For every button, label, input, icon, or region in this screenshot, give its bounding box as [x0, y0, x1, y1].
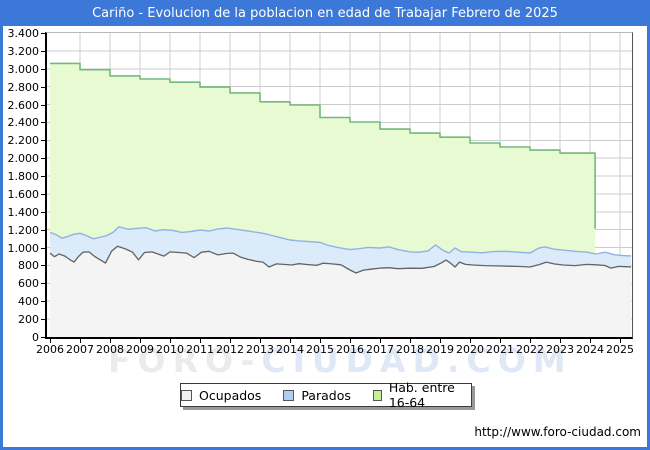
- y-axis-tick-mark: [41, 122, 45, 124]
- y-axis-tick-mark: [41, 50, 45, 52]
- x-axis-tick-label: 2014: [276, 343, 304, 356]
- y-axis-tick-mark: [41, 104, 45, 106]
- x-axis-tick-label: 2023: [546, 343, 574, 356]
- x-axis-tick-label: 2016: [336, 343, 364, 356]
- y-axis-tick-label: 200: [18, 313, 39, 327]
- legend-label-ocupados: Ocupados: [199, 387, 262, 403]
- x-axis-tick-mark: [620, 339, 621, 343]
- y-axis-tick-label: 1.000: [7, 241, 40, 255]
- x-axis-tick-label: 2012: [216, 343, 244, 356]
- y-axis-tick-mark: [41, 140, 45, 142]
- y-axis-tick-mark: [41, 337, 45, 338]
- y-axis-tick-label: 2.200: [7, 134, 40, 148]
- hab-swatch-icon: [372, 389, 382, 401]
- window-title: Cariño - Evolucion de la poblacion en ed…: [0, 0, 650, 26]
- x-axis-tick-mark: [320, 339, 321, 343]
- y-axis-tick-label: 1.400: [7, 205, 40, 219]
- x-axis-tick-label: 2019: [426, 343, 454, 356]
- y-axis-tick-label: 400: [18, 295, 39, 309]
- y-axis-tick-mark: [41, 211, 45, 213]
- y-axis-tick-label: 2.400: [7, 116, 40, 130]
- x-axis-tick-label: 2007: [66, 343, 94, 356]
- x-axis-tick-mark: [350, 339, 351, 343]
- x-axis-tick-label: 2013: [246, 343, 274, 356]
- y-axis-tick-mark: [41, 319, 45, 321]
- x-axis-tick-label: 2017: [366, 343, 394, 356]
- legend-item-hab: Hab. entre 16-64: [372, 380, 471, 410]
- x-axis-tick-mark: [140, 339, 141, 343]
- area-chart: [47, 33, 632, 337]
- footer-url-link[interactable]: http://www.foro-ciudad.com: [474, 425, 641, 439]
- x-axis-tick-mark: [530, 339, 531, 343]
- x-axis-tick-label: 2020: [456, 343, 484, 356]
- legend-item-parados: Parados: [283, 388, 351, 403]
- y-axis-tick-mark: [41, 86, 45, 88]
- y-axis-tick-mark: [41, 176, 45, 178]
- y-axis-tick-label: 600: [18, 277, 39, 291]
- legend: Ocupados Parados Hab. entre 16-64: [180, 380, 472, 410]
- x-axis-tick-mark: [200, 339, 201, 343]
- ocupados-swatch-icon: [181, 389, 192, 401]
- legend-label-parados: Parados: [301, 387, 351, 403]
- y-axis-tick-label: 2.000: [7, 152, 40, 166]
- x-axis-tick-mark: [50, 339, 51, 343]
- y-axis-tick-mark: [41, 301, 45, 303]
- watermark-part2: CIUDAD.COM: [261, 341, 573, 380]
- x-axis-tick-label: 2015: [306, 343, 334, 356]
- y-axis-tick-mark: [41, 265, 45, 267]
- y-axis-tick-mark: [41, 283, 45, 285]
- x-axis-tick-label: 2022: [516, 343, 544, 356]
- x-axis-tick-label: 2009: [126, 343, 154, 356]
- y-axis-tick-mark: [41, 193, 45, 195]
- y-axis-tick-mark: [41, 247, 45, 249]
- y-axis-tick-label: 1.600: [7, 187, 40, 201]
- x-axis-tick-mark: [440, 339, 441, 343]
- y-axis-tick-mark: [41, 33, 45, 34]
- x-axis-tick-mark: [290, 339, 291, 343]
- y-axis-tick-label: 2.600: [7, 98, 40, 112]
- x-axis-tick-mark: [380, 339, 381, 343]
- x-axis-tick-label: 2006: [36, 343, 64, 356]
- y-axis-tick-mark: [41, 158, 45, 160]
- x-axis-tick-mark: [590, 339, 591, 343]
- x-axis-tick-mark: [80, 339, 81, 343]
- x-axis-tick-mark: [410, 339, 411, 343]
- x-axis-tick-mark: [500, 339, 501, 343]
- y-axis-tick-label: 3.400: [7, 27, 40, 40]
- y-axis-tick-mark: [41, 68, 45, 70]
- x-axis-tick-mark: [560, 339, 561, 343]
- x-axis-tick-label: 2008: [96, 343, 124, 356]
- y-axis-tick-label: 2.800: [7, 80, 40, 94]
- x-axis-tick-label: 2011: [186, 343, 214, 356]
- x-axis-tick-mark: [230, 339, 231, 343]
- y-axis-tick-mark: [41, 229, 45, 231]
- x-axis-tick-label: 2018: [396, 343, 424, 356]
- x-axis-tick-mark: [110, 339, 111, 343]
- x-axis-tick-label: 2024: [576, 343, 604, 356]
- x-axis-tick-mark: [260, 339, 261, 343]
- parados-swatch-icon: [283, 389, 295, 401]
- legend-label-hab: Hab. entre 16-64: [388, 380, 455, 410]
- y-axis-tick-label: 0: [32, 331, 39, 344]
- x-axis-tick-label: 2010: [156, 343, 184, 356]
- x-axis-tick-mark: [170, 339, 171, 343]
- x-axis-tick-mark: [470, 339, 471, 343]
- y-axis-tick-label: 1.200: [7, 223, 40, 237]
- watermark-part1: FORO-: [108, 341, 262, 380]
- y-axis-tick-label: 800: [18, 259, 39, 273]
- x-axis-tick-label: 2025: [606, 343, 634, 356]
- watermark: FORO-CIUDAD.COM: [108, 341, 573, 380]
- y-axis-tick-label: 3.000: [7, 62, 40, 76]
- y-axis-tick-label: 3.200: [7, 44, 40, 58]
- legend-item-ocupados: Ocupados: [181, 388, 261, 403]
- y-axis-tick-label: 1.800: [7, 170, 40, 184]
- plot-area: [45, 32, 633, 339]
- x-axis-tick-label: 2021: [486, 343, 514, 356]
